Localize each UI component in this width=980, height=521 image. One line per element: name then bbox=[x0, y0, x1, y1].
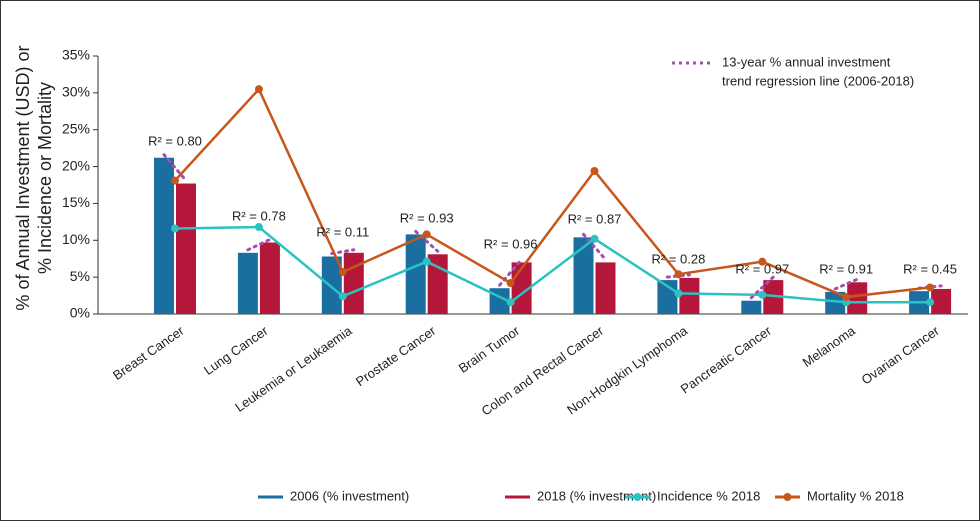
bar bbox=[741, 300, 762, 314]
trend-line bbox=[749, 275, 775, 300]
line-point bbox=[674, 289, 683, 298]
r2-label: R² = 0.97 bbox=[735, 261, 789, 276]
r2-label: R² = 0.91 bbox=[819, 261, 873, 276]
bar bbox=[154, 157, 174, 314]
trend-legend-label: 13-year % annual investment bbox=[722, 54, 891, 69]
bar bbox=[825, 291, 846, 314]
line-point bbox=[926, 298, 935, 307]
line-point bbox=[590, 234, 599, 243]
line-point bbox=[926, 283, 935, 292]
line-point bbox=[758, 257, 767, 266]
bar bbox=[931, 288, 952, 314]
r2-label: R² = 0.78 bbox=[232, 208, 286, 223]
legend-label: 2006 (% investment) bbox=[290, 488, 409, 503]
trend-line bbox=[414, 229, 440, 253]
y-tick-label: 35% bbox=[62, 47, 90, 63]
line-point bbox=[422, 230, 431, 239]
trend-line bbox=[162, 153, 188, 183]
r2-label: R² = 0.45 bbox=[903, 261, 957, 276]
bar bbox=[259, 242, 280, 314]
y-tick-label: 20% bbox=[62, 157, 90, 173]
r2-label: R² = 0.87 bbox=[568, 211, 622, 226]
line-point bbox=[506, 279, 515, 288]
line-point bbox=[674, 270, 683, 279]
bar bbox=[237, 252, 258, 314]
bar bbox=[595, 262, 616, 314]
trend-legend-label: trend regression line (2006-2018) bbox=[722, 73, 914, 88]
y-axis-title: % of Annual Investment (USD) or bbox=[13, 45, 33, 310]
y-tick-label: 10% bbox=[62, 231, 90, 247]
legend-swatch-point bbox=[783, 493, 792, 501]
legend-label: Incidence % 2018 bbox=[657, 488, 760, 503]
line-point bbox=[422, 257, 431, 266]
trend-line bbox=[582, 232, 607, 261]
line-point bbox=[506, 298, 515, 307]
line-point bbox=[254, 85, 263, 94]
bar bbox=[176, 183, 196, 314]
y-tick-label: 0% bbox=[70, 305, 90, 321]
bar bbox=[573, 237, 594, 314]
line-point bbox=[171, 224, 179, 233]
line-series bbox=[174, 225, 931, 304]
bar bbox=[847, 282, 868, 314]
line-point bbox=[254, 223, 263, 232]
legend-swatch-point bbox=[633, 493, 642, 501]
line-point bbox=[338, 292, 347, 301]
line-point bbox=[171, 176, 179, 185]
legend-label: Mortality % 2018 bbox=[807, 488, 904, 503]
r2-label: R² = 0.28 bbox=[651, 251, 705, 266]
trend-line bbox=[498, 257, 524, 287]
trend-line bbox=[833, 277, 859, 291]
bar bbox=[405, 234, 426, 314]
r2-label: R² = 0.80 bbox=[148, 133, 202, 148]
r2-label: R² = 0.93 bbox=[400, 210, 454, 225]
bar bbox=[343, 252, 364, 314]
y-tick-label: 25% bbox=[62, 120, 90, 136]
line-series bbox=[174, 86, 931, 299]
r2-label: R² = 0.96 bbox=[484, 236, 538, 251]
y-tick-label: 15% bbox=[62, 194, 90, 210]
line-point bbox=[758, 290, 767, 299]
y-tick-label: 5% bbox=[70, 268, 90, 284]
y-tick-label: 30% bbox=[62, 84, 90, 100]
line-point bbox=[590, 166, 599, 175]
legend-label: 2018 (% investment) bbox=[537, 488, 656, 503]
line-point bbox=[842, 293, 851, 302]
line-point bbox=[338, 267, 347, 276]
y-axis-title: % Incidence or Mortality bbox=[35, 82, 55, 274]
r2-label: R² = 0.11 bbox=[316, 224, 369, 239]
trend-line bbox=[246, 237, 272, 252]
bar bbox=[679, 277, 700, 314]
bar bbox=[321, 256, 342, 314]
